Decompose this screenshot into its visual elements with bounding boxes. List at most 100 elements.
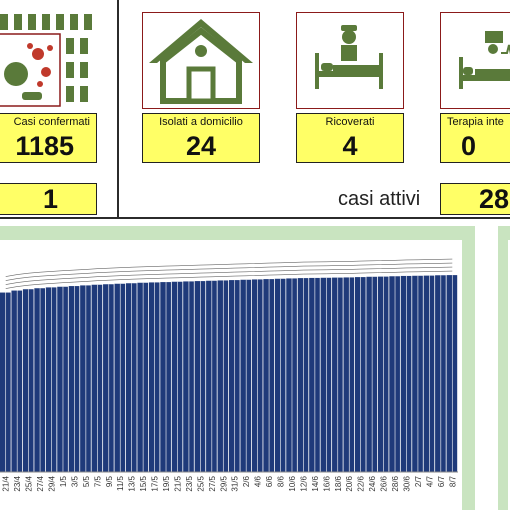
intensive-value: 0 — [440, 131, 510, 163]
x-tick-label-10: 11/5 — [116, 475, 125, 491]
x-tick-label-36: 2/7 — [414, 475, 423, 487]
x-tick-label-35: 30/6 — [403, 475, 412, 491]
x-tick-label-19: 29/5 — [219, 475, 228, 491]
chart-bar-32 — [366, 276, 378, 472]
chart-bar-31 — [354, 277, 366, 472]
x-tick-label-4: 29/4 — [48, 475, 57, 491]
x-tick-label-22: 4/6 — [254, 475, 263, 487]
x-tick-label-16: 23/5 — [185, 475, 194, 491]
x-tick-label-14: 19/5 — [162, 475, 171, 491]
chart-bar-12 — [137, 282, 149, 472]
top-panel-bottom-border — [0, 217, 510, 219]
x-tick-label-9: 9/5 — [105, 475, 114, 487]
x-tick-label-32: 24/6 — [368, 475, 377, 491]
chart-bar-37 — [423, 275, 435, 472]
x-tick-label-17: 25/5 — [196, 475, 205, 491]
x-tick-label-6: 3/5 — [70, 475, 79, 487]
home-isolation-label: Isolati a domicilio — [142, 113, 260, 132]
x-tick-label-18: 27/5 — [208, 475, 217, 491]
chart-bar-8 — [91, 284, 103, 472]
hospitalized-icon-box — [296, 12, 404, 109]
chart-bar-3 — [34, 288, 45, 472]
intensive-label: Terapia inte — [440, 113, 510, 132]
x-tick-label-20: 31/5 — [231, 475, 240, 491]
chart-bar-22 — [251, 279, 263, 472]
chart-bar-9 — [103, 284, 114, 472]
chart-outline-line-0 — [5, 270, 453, 289]
chart-bar-11 — [125, 283, 137, 472]
home-isolation-icon-box — [142, 12, 260, 109]
chart-bar-15 — [171, 281, 183, 472]
chart-bar-13 — [148, 282, 160, 472]
chart-bar-4 — [45, 287, 57, 472]
x-tick-label-21: 2/6 — [242, 475, 251, 487]
second-chart-frame — [498, 226, 510, 510]
x-tick-label-11: 13/5 — [128, 475, 137, 491]
x-tick-label-13: 17/5 — [151, 475, 160, 491]
x-tick-label-25: 10/6 — [288, 475, 297, 491]
hospitalized-value: 4 — [296, 131, 404, 163]
intensive-icon-box — [440, 12, 510, 109]
active-cases-label: casi attivi — [338, 188, 421, 210]
chart-bar-0 — [0, 292, 11, 472]
active-cases-value: 28 — [440, 183, 510, 215]
cases-bar-chart: 21/4 23/4 25/4 27/4 29/4 1/5 3/5 5/5 7/5 9/5 11/5 1… — [0, 258, 458, 492]
x-tick-label-34: 28/6 — [391, 475, 400, 491]
chart-bar-10 — [114, 283, 126, 472]
x-tick-label-27: 14/6 — [311, 475, 320, 491]
chart-plot-area: 21/4 23/4 25/4 27/4 29/4 1/5 3/5 5/5 7/5 9/5 11/5 1… — [0, 240, 462, 510]
chart-bar-14 — [160, 282, 171, 472]
x-tick-label-24: 8/6 — [277, 475, 286, 487]
chart-bar-18 — [206, 280, 217, 472]
top-panel-divider — [117, 0, 119, 218]
x-tick-label-38: 6/7 — [437, 475, 446, 487]
x-tick-label-2: 25/4 — [25, 475, 34, 491]
chart-bar-36 — [412, 275, 423, 472]
chart-bar-25 — [286, 278, 297, 472]
x-tick-label-30: 20/6 — [345, 475, 354, 491]
x-tick-label-3: 27/4 — [36, 475, 45, 491]
confirmed-label: Casi confermati — [0, 113, 97, 132]
chart-bar-16 — [183, 281, 194, 472]
chart-bar-6 — [68, 286, 80, 472]
x-tick-label-37: 4/7 — [425, 475, 434, 487]
chart-bar-30 — [343, 277, 355, 472]
left-secondary-value: 1 — [0, 183, 97, 215]
chart-bar-23 — [263, 279, 274, 472]
chart-bar-26 — [297, 278, 309, 472]
home-isolation-value: 24 — [142, 131, 260, 163]
x-tick-label-26: 12/6 — [299, 475, 308, 491]
chart-bar-17 — [194, 281, 206, 472]
hospital-bed-icon — [315, 25, 383, 89]
x-tick-label-28: 16/6 — [322, 475, 331, 491]
virus-people-icon — [0, 14, 92, 107]
x-tick-label-12: 15/5 — [139, 475, 148, 491]
chart-bar-29 — [332, 277, 343, 472]
x-tick-label-29: 18/6 — [334, 475, 343, 491]
x-tick-label-31: 22/6 — [357, 475, 366, 491]
chart-bar-33 — [377, 276, 389, 472]
chart-bar-39 — [446, 275, 458, 472]
confirmed-value: 1185 — [0, 131, 97, 163]
icu-monitor-icon — [459, 31, 510, 89]
chart-bar-27 — [309, 277, 320, 472]
x-tick-label-7: 5/5 — [82, 475, 91, 487]
x-tick-label-33: 26/6 — [380, 475, 389, 491]
chart-bar-2 — [22, 289, 34, 472]
chart-bar-24 — [274, 278, 286, 472]
chart-bar-21 — [240, 279, 252, 472]
x-tick-label-15: 21/5 — [174, 475, 183, 491]
second-chart-area — [508, 240, 510, 510]
house-icon — [149, 19, 253, 104]
x-tick-label-0: 21/4 — [2, 475, 11, 491]
hospitalized-label: Ricoverati — [296, 113, 404, 132]
x-tick-label-8: 7/5 — [93, 475, 102, 487]
x-tick-label-39: 8/7 — [448, 475, 457, 487]
confirmed-icon-box — [0, 10, 97, 108]
chart-bar-38 — [435, 275, 446, 472]
chart-bar-5 — [57, 286, 68, 472]
x-tick-label-5: 1/5 — [59, 475, 68, 487]
chart-bar-20 — [229, 280, 240, 472]
chart-bar-28 — [320, 277, 332, 472]
chart-outline-line-1 — [5, 266, 453, 285]
